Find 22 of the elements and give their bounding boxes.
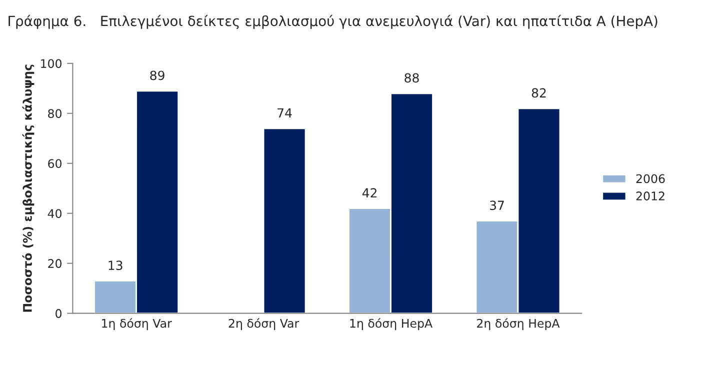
legend-label: 2012 — [636, 192, 664, 200]
data-label: 74 — [278, 108, 292, 118]
y-tick-label: 40 — [48, 209, 62, 218]
x-tick-label: 2η δόση HepA — [477, 318, 560, 330]
data-label: 37 — [490, 200, 504, 210]
x-tick-label: 1η δόση HepA — [350, 318, 432, 330]
legend-label: 2006 — [636, 174, 665, 184]
chart-title: Γράφημα 6. Επιλεγμένοι δείκτες εμβολιασμού για ανεμευλογιά (Var) και ηπατίτιδα A (HepA) — [8, 14, 658, 29]
bar — [262, 128, 306, 314]
y-axis-title: Ποσοστό (%) εμβολιαστικής κάλυψης — [22, 64, 34, 312]
x-tick-label: 2η δόση Var — [228, 318, 300, 330]
y-tick-label: 20 — [48, 259, 62, 268]
x-tick-label: 1η δόση Var — [102, 318, 172, 330]
y-tick-label: 60 — [48, 159, 62, 168]
y-tick-label: 100 — [41, 59, 62, 68]
data-label: 88 — [404, 73, 419, 83]
y-tick-label: 0 — [56, 309, 62, 318]
data-label: 82 — [532, 88, 546, 98]
data-label: 13 — [108, 260, 122, 270]
y-tick-label: 80 — [48, 109, 62, 118]
data-label: 42 — [362, 188, 376, 198]
data-label: 89 — [150, 70, 164, 80]
